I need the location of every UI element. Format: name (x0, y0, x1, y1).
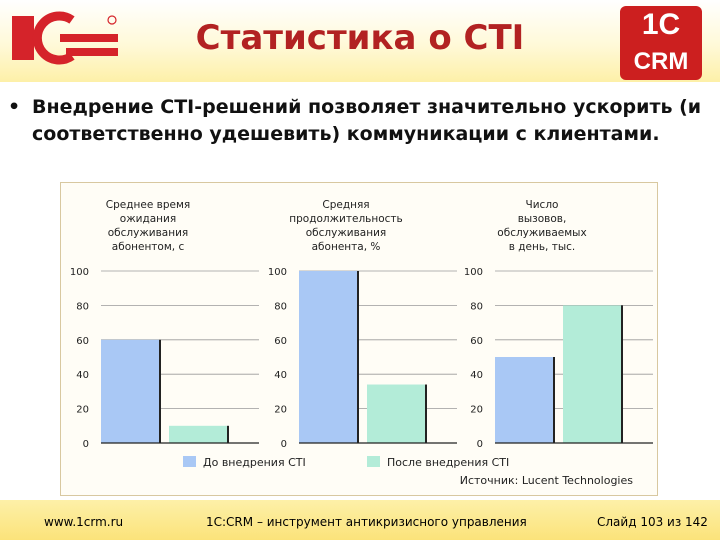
y-tick-label: 60 (76, 336, 89, 347)
y-tick-label: 0 (477, 439, 483, 450)
slide-header: Статистика о CTI 1C CRM (0, 0, 720, 82)
y-tick-label: 40 (274, 370, 287, 381)
bar-panel-1-series-2 (169, 425, 227, 443)
1c-crm-logo: 1C CRM (620, 6, 702, 80)
bar-panel-2-series-2 (367, 384, 425, 443)
panel-2-title-line: Средняя (322, 199, 369, 211)
panel-1-title-line: абонентом, с (112, 241, 185, 253)
legend-label-2: После внедрения CTI (387, 456, 509, 469)
y-tick-label: 20 (274, 405, 287, 416)
y-tick-label: 80 (470, 301, 483, 312)
chart-source: Источник: Lucent Technologies (460, 474, 634, 487)
y-tick-label: 80 (274, 301, 287, 312)
bar-panel-1-series-1 (101, 339, 159, 443)
chart-frame: Среднее время ожидания обслуживания абонент… (60, 182, 658, 496)
panel-2-title-line: абонента, % (312, 241, 381, 253)
1c-logo (12, 11, 118, 65)
footer-url: www.1crm.ru (44, 515, 124, 529)
legend-swatch-1 (183, 456, 196, 467)
y-tick-label: 80 (76, 301, 89, 312)
panel-3-title-line: вызовов, (518, 213, 567, 225)
y-tick-label: 60 (274, 336, 287, 347)
panel-3-title-line: в день, тыс. (509, 241, 576, 253)
legend-swatch-2 (367, 456, 380, 467)
panel-3-title-line: Число (526, 199, 559, 211)
y-tick-label: 20 (76, 405, 89, 416)
y-tick-label: 100 (268, 267, 287, 278)
slide-number: Слайд 103 из 142 (597, 515, 708, 529)
y-tick-label: 100 (464, 267, 483, 278)
bullet-symbol: • (8, 96, 21, 118)
page-title: Статистика о CTI (195, 18, 525, 58)
bar-panel-3-series-1 (495, 357, 553, 443)
y-tick-label: 0 (281, 439, 287, 450)
y-tick-label: 0 (83, 439, 89, 450)
panel-1-title-line: обслуживания (108, 227, 189, 239)
y-tick-label: 60 (470, 336, 483, 347)
panel-3-title-line: обслуживаемых (497, 227, 586, 239)
bar-panel-2-series-1 (299, 271, 357, 443)
badge-bottom-text: CRM (633, 48, 689, 75)
cti-statistics-chart: Среднее время ожидания обслуживания абонент… (70, 199, 653, 487)
panel-2-title-line: продолжительность (289, 213, 402, 225)
legend-label-1: До внедрения CTI (203, 456, 306, 469)
panel-1-title-line: Среднее время (106, 199, 190, 211)
bar-panel-3-series-2 (563, 305, 621, 443)
y-tick-label: 40 (76, 370, 89, 381)
y-tick-label: 100 (70, 267, 89, 278)
badge-top-text: 1C (641, 8, 681, 41)
bullet-text: Внедрение CTI-решений позволяет значител… (32, 96, 702, 145)
panel-2-title-line: обслуживания (306, 227, 387, 239)
y-tick-label: 40 (470, 370, 483, 381)
panel-1-title-line: ожидания (120, 213, 176, 225)
slide-footer: www.1crm.ru 1С:CRM – инструмент антикриз… (0, 500, 720, 540)
footer-tagline: 1С:CRM – инструмент антикризисного управ… (206, 515, 527, 529)
y-tick-label: 20 (470, 405, 483, 416)
